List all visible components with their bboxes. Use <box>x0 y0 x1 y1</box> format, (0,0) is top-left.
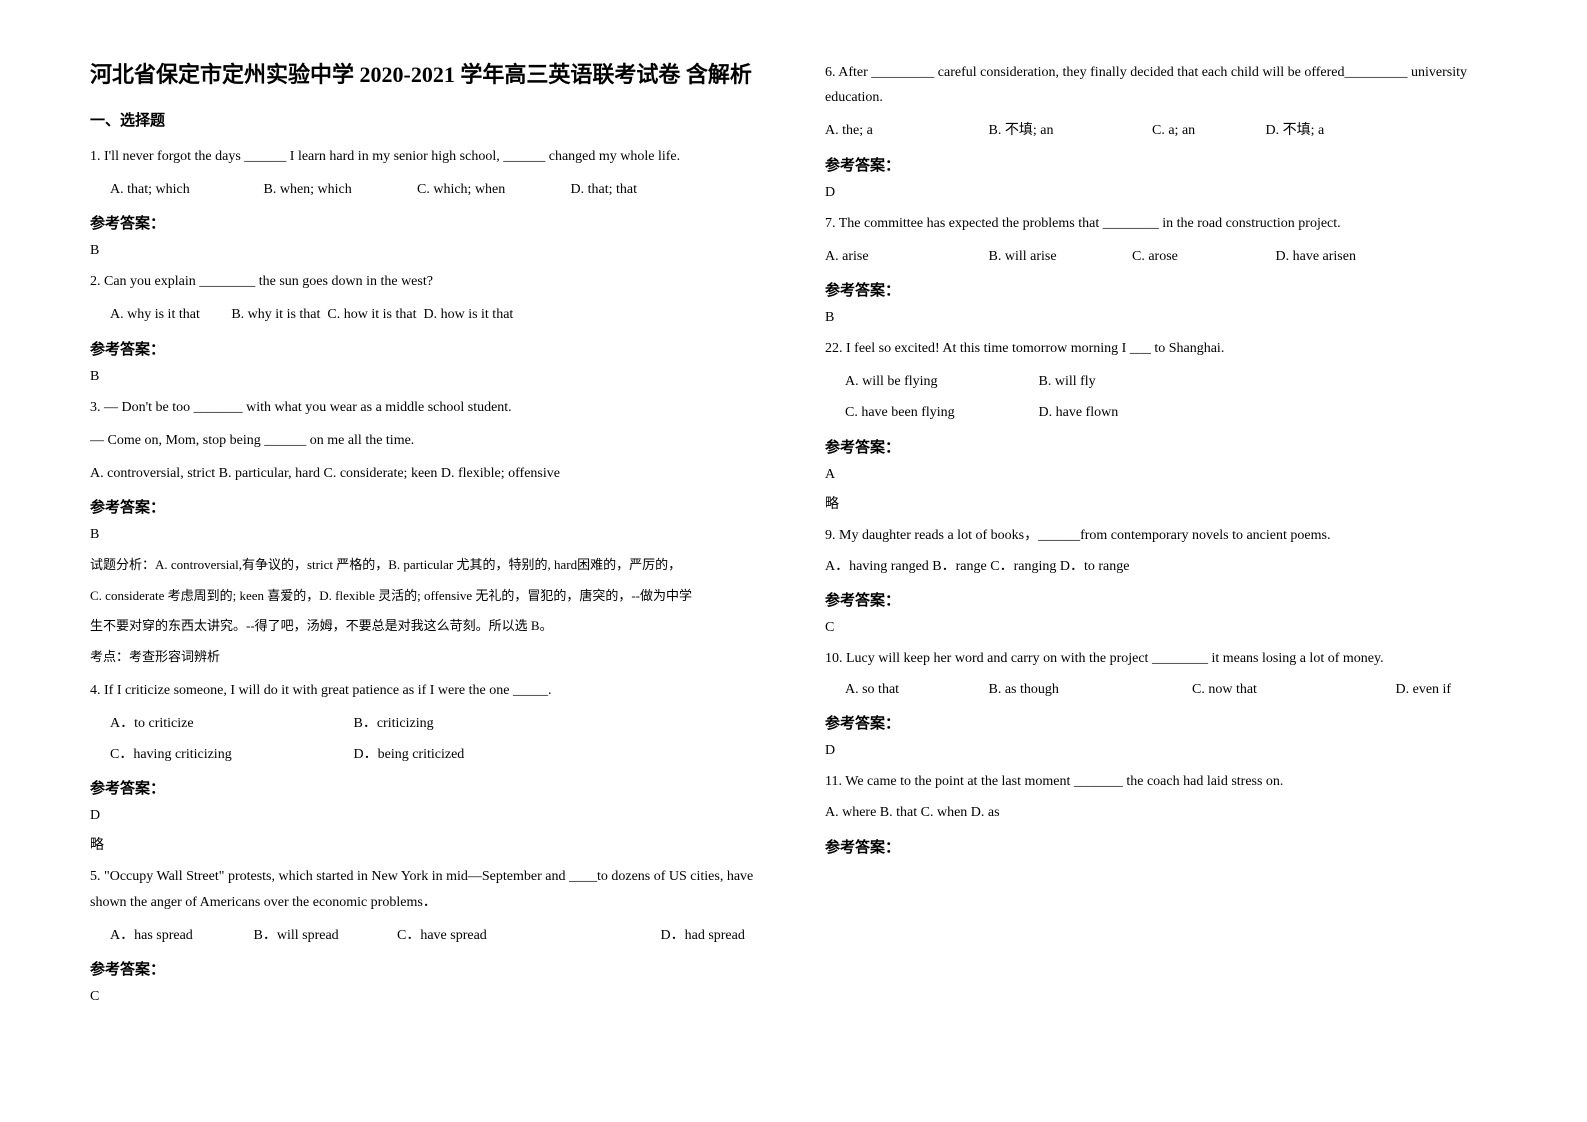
q5-text: 5. "Occupy Wall Street" protests, which … <box>90 864 765 914</box>
q7-opt-a: A. arise <box>825 244 985 269</box>
q4-opt-c: C．having criticizing <box>110 742 350 767</box>
q10-ans-label: 参考答案： <box>825 712 1500 733</box>
q9-ans-label: 参考答案： <box>825 589 1500 610</box>
q7-opt-d: D. have arisen <box>1276 244 1436 269</box>
exam-title: 河北省保定市定州实验中学 2020-2021 学年高三英语联考试卷 含解析 <box>90 60 765 91</box>
q7-text: 7. The committee has expected the proble… <box>825 211 1500 236</box>
q2-opt-d: D. how is it that <box>423 307 513 322</box>
q4-options-row1: A．to criticize B．criticizing <box>110 711 765 736</box>
q9-text: 9. My daughter reads a lot of books，____… <box>825 523 1500 548</box>
q6-ans-label: 参考答案： <box>825 154 1500 175</box>
q4-brief: 略 <box>90 834 765 854</box>
q7-opt-c: C. arose <box>1132 244 1272 269</box>
q9-ans: C <box>825 620 1500 636</box>
q2-opt-c: C. how it is that <box>327 307 416 322</box>
q10-opt-c: C. now that <box>1192 677 1392 702</box>
q5-ans: C <box>90 989 765 1005</box>
q7-options: A. arise B. will arise C. arose D. have … <box>825 244 1500 269</box>
q8-brief: 略 <box>825 493 1500 513</box>
q10-opt-d: D. even if <box>1396 682 1452 697</box>
q1-ans-label: 参考答案： <box>90 212 765 233</box>
q1-opt-d: D. that; that <box>571 177 721 202</box>
q8-opt-c: C. have been flying <box>845 400 1035 425</box>
q3-ans-label: 参考答案： <box>90 496 765 517</box>
exam-page: 河北省保定市定州实验中学 2020-2021 学年高三英语联考试卷 含解析 一、… <box>90 60 1500 1060</box>
q2-text: 2. Can you explain ________ the sun goes… <box>90 269 765 294</box>
q5-options: A．has spread B．will spread C．have spread… <box>110 923 765 948</box>
q7-opt-b: B. will arise <box>989 244 1129 269</box>
q4-opt-a: A．to criticize <box>110 711 350 736</box>
q3-text2: — Come on, Mom, stop being ______ on me … <box>90 428 765 453</box>
q4-opt-d: D．being criticized <box>354 747 465 762</box>
q1-opt-b: B. when; which <box>264 177 414 202</box>
q2-opt-a: A. why is it that <box>110 307 200 322</box>
q3-explain-4: 考点：考查形容词辨析 <box>90 645 765 670</box>
q8-ans-label: 参考答案： <box>825 436 1500 457</box>
q5-opt-c: C．have spread <box>397 923 657 948</box>
q6-text: 6. After _________ careful consideration… <box>825 60 1500 110</box>
q1-text: 1. I'll never forgot the days ______ I l… <box>90 144 765 169</box>
q2-opt-b: B. why it is that <box>231 307 320 322</box>
q1-options: A. that; which B. when; which C. which; … <box>110 177 765 202</box>
q2-ans: B <box>90 369 765 385</box>
q3-explain-2: C. considerate 考虑周到的; keen 喜爱的，D. flexib… <box>90 584 765 609</box>
q11-ans-label: 参考答案： <box>825 836 1500 857</box>
q5-opt-a: A．has spread <box>110 923 250 948</box>
q6-opt-b: B. 不填; an <box>989 118 1149 143</box>
q7-ans-label: 参考答案： <box>825 279 1500 300</box>
q6-ans: D <box>825 185 1500 201</box>
q4-opt-b: B．criticizing <box>354 716 434 731</box>
q4-text: 4. If I criticize someone, I will do it … <box>90 678 765 703</box>
q11-options: A. where B. that C. when D. as <box>825 800 1500 825</box>
q11-text: 11. We came to the point at the last mom… <box>825 769 1500 794</box>
q4-ans: D <box>90 808 765 824</box>
q8-opt-b: B. will fly <box>1039 374 1096 389</box>
q3-explain-1: 试题分析：A. controversial,有争议的，strict 严格的，B.… <box>90 553 765 578</box>
q8-opt-d: D. have flown <box>1039 405 1119 420</box>
q10-ans: D <box>825 743 1500 759</box>
q8-ans: A <box>825 467 1500 483</box>
q5-opt-b: B．will spread <box>254 923 394 948</box>
q4-options-row2: C．having criticizing D．being criticized <box>110 742 765 767</box>
q4-ans-label: 参考答案： <box>90 777 765 798</box>
q5-ans-label: 参考答案： <box>90 958 765 979</box>
q6-options: A. the; a B. 不填; an C. a; an D. 不填; a <box>825 118 1500 143</box>
q6-opt-d: D. 不填; a <box>1266 118 1426 143</box>
q10-opt-b: B. as though <box>989 677 1189 702</box>
q1-opt-a: A. that; which <box>110 177 260 202</box>
q6-opt-a: A. the; a <box>825 118 985 143</box>
q3-ans: B <box>90 527 765 543</box>
q1-ans: B <box>90 243 765 259</box>
q2-ans-label: 参考答案： <box>90 338 765 359</box>
q9-options: A．having ranged B．range C．ranging D．to r… <box>825 554 1500 579</box>
q8-opt-a: A. will be flying <box>845 369 1035 394</box>
q10-text: 10. Lucy will keep her word and carry on… <box>825 646 1500 671</box>
q8-text: 22. I feel so excited! At this time tomo… <box>825 336 1500 361</box>
q1-opt-c: C. which; when <box>417 177 567 202</box>
q3-explain-3: 生不要对穿的东西太讲究。--得了吧，汤姆，不要总是对我这么苛刻。所以选 B。 <box>90 614 765 639</box>
q7-ans: B <box>825 310 1500 326</box>
q8-options-row1: A. will be flying B. will fly <box>845 369 1500 394</box>
q5-opt-d: D．had spread <box>661 928 745 943</box>
section-heading: 一、选择题 <box>90 109 765 130</box>
q3-text1: 3. — Don't be too _______ with what you … <box>90 395 765 420</box>
q3-options: A. controversial, strict B. particular, … <box>90 461 765 486</box>
q6-opt-c: C. a; an <box>1152 118 1262 143</box>
q10-options: A. so that B. as though C. now that D. e… <box>845 677 1500 702</box>
q8-options-row2: C. have been flying D. have flown <box>845 400 1500 425</box>
q10-opt-a: A. so that <box>845 677 985 702</box>
q2-options: A. why is it that B. why it is that C. h… <box>110 302 765 327</box>
